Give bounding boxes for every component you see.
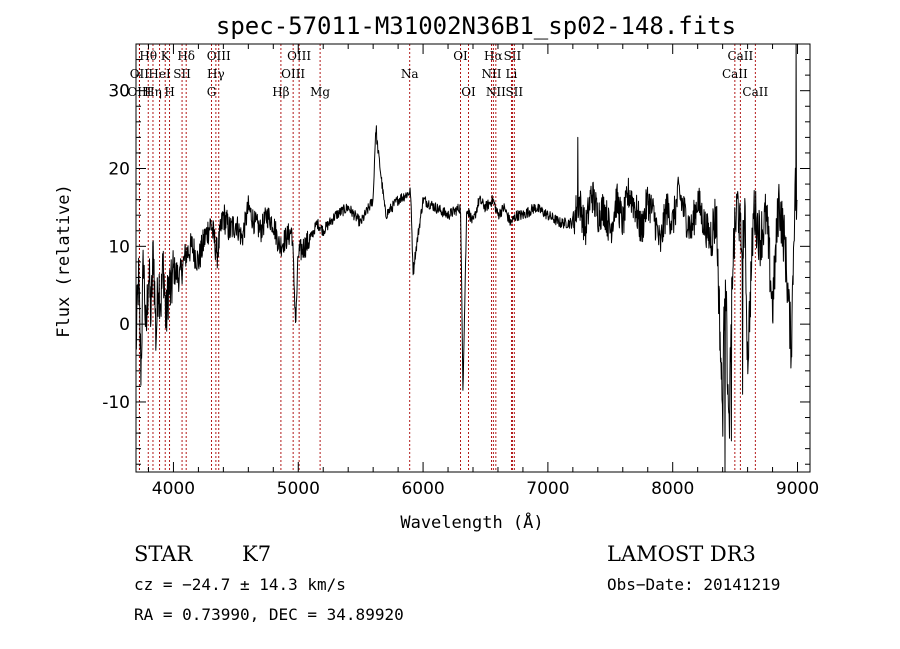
line-label-26: CaII: [722, 67, 748, 81]
line-label-6: SII: [173, 67, 191, 81]
spectrum-series: [135, 43, 798, 473]
line-label-7: H: [164, 85, 174, 99]
redshift-text: cz = −24.7 ± 14.3 km/s: [134, 575, 346, 594]
line-label-9: OIII: [207, 49, 231, 63]
line-label-19: Hα: [484, 49, 503, 63]
line-label-4: K: [161, 49, 171, 63]
line-label-25: CaII: [727, 49, 753, 63]
line-label-17: OI: [453, 49, 468, 63]
line-label-2: OIII: [127, 85, 151, 99]
line-label-22: Li: [506, 67, 518, 81]
x-tick-label-1: 5000: [277, 479, 320, 499]
spectrum-line: [135, 43, 798, 473]
line-label-5: HeI: [148, 67, 171, 81]
object-class: STAR: [134, 542, 193, 566]
line-label-14: Hβ: [272, 85, 289, 99]
coordinates-text: RA = 0.73990, DEC = 34.89920: [134, 605, 404, 624]
line-label-20: SII: [504, 49, 522, 63]
y-tick-label-4: 30: [108, 82, 130, 102]
line-label-13: OIII: [281, 67, 305, 81]
x-tick-label-4: 8000: [651, 479, 694, 499]
line-label-18: OI: [461, 85, 476, 99]
y-axis-title: Flux (relative): [54, 184, 74, 338]
line-label-3: Hη: [144, 85, 162, 99]
obs-date-text: Obs−Date: 20141219: [607, 575, 780, 594]
line-label-24: SII: [505, 85, 523, 99]
plot-frame: [135, 43, 811, 473]
line-label-10: Hγ: [207, 67, 225, 81]
object-subclass: K7: [242, 542, 271, 566]
line-label-8: Hδ: [177, 49, 195, 63]
y-tick-label-3: 20: [108, 160, 130, 180]
line-label-21: NII: [481, 67, 501, 81]
line-label-12: OIII: [287, 49, 311, 63]
y-tick-label-0: -10: [102, 393, 130, 413]
x-tick-label-5: 9000: [776, 479, 819, 499]
x-tick-label-0: 4000: [152, 479, 195, 499]
y-tick-label-1: 0: [119, 315, 130, 335]
survey-name: LAMOST DR3: [607, 542, 756, 566]
chart-title: spec-57011-M31002N36B1_sp02-148.fits: [216, 12, 736, 40]
line-label-16: Na: [401, 67, 419, 81]
line-label-11: G: [207, 85, 217, 99]
x-tick-label-3: 7000: [526, 479, 569, 499]
plot-axes: 4000 5000 6000 7000 8000 9000 -10 0 10 20 30: [102, 43, 819, 499]
line-label-0: Hθ: [139, 49, 157, 63]
line-label-23: NII: [486, 85, 506, 99]
x-axis-title: Wavelength (Å): [400, 511, 543, 533]
x-tick-label-2: 6000: [401, 479, 444, 499]
y-tick-label-2: 10: [108, 237, 130, 257]
line-label-15: Mg: [310, 85, 330, 99]
line-label-27: CaII: [742, 85, 768, 99]
